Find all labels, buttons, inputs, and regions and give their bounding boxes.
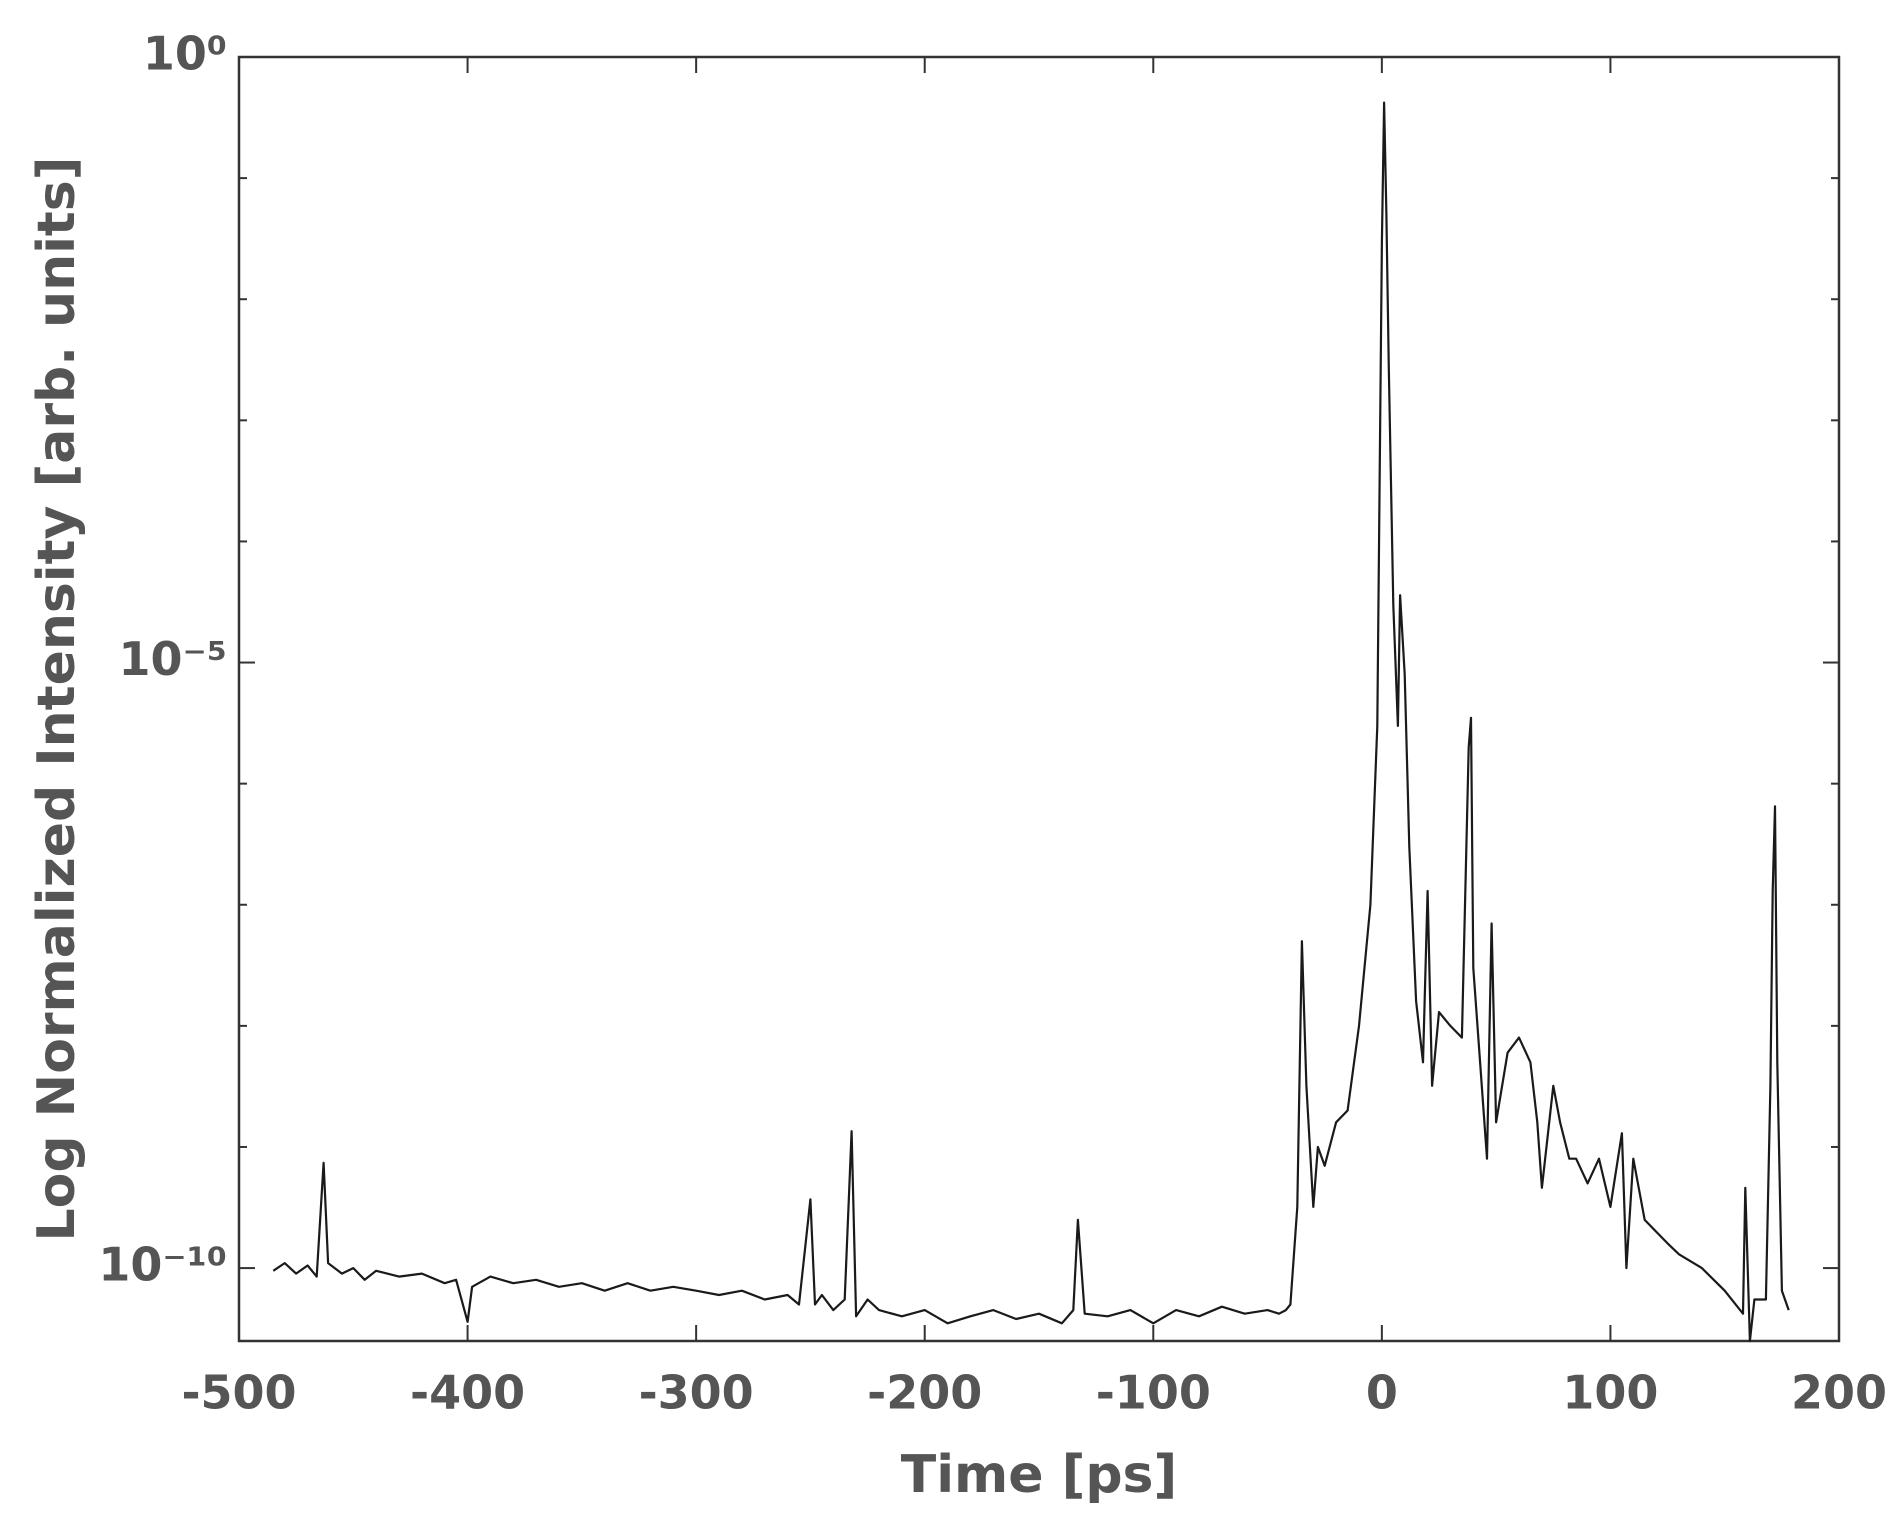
y-axis-label: Log Normalized Intensity [arb. units] (27, 156, 87, 1241)
x-axis-label: Time [ps] (901, 1445, 1178, 1505)
data-line (272, 101, 1790, 1343)
x-tick-label: 100 (1562, 1366, 1658, 1420)
y-tick-label: 10⁰ (143, 27, 227, 81)
x-tick-label: 200 (1791, 1366, 1887, 1420)
x-tick-label: -300 (639, 1366, 754, 1420)
x-tick-label: -100 (1096, 1366, 1211, 1420)
x-tick-label: -400 (410, 1366, 525, 1420)
x-tick-label: 0 (1366, 1366, 1398, 1420)
plot-frame (237, 55, 1841, 1343)
y-tick-label: 10⁻⁵ (119, 632, 227, 686)
y-tick-label: 10⁻¹⁰ (98, 1238, 227, 1292)
x-tick-label: -200 (867, 1366, 982, 1420)
x-tick-label: -500 (181, 1366, 296, 1420)
